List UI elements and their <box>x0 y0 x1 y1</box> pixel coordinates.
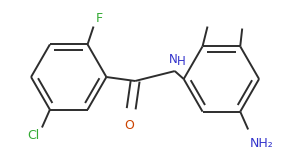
Text: F: F <box>95 12 103 25</box>
Text: NH₂: NH₂ <box>250 137 274 150</box>
Text: H: H <box>177 55 185 68</box>
Text: O: O <box>124 119 134 132</box>
Text: N: N <box>169 53 178 66</box>
Text: Cl: Cl <box>28 129 40 142</box>
